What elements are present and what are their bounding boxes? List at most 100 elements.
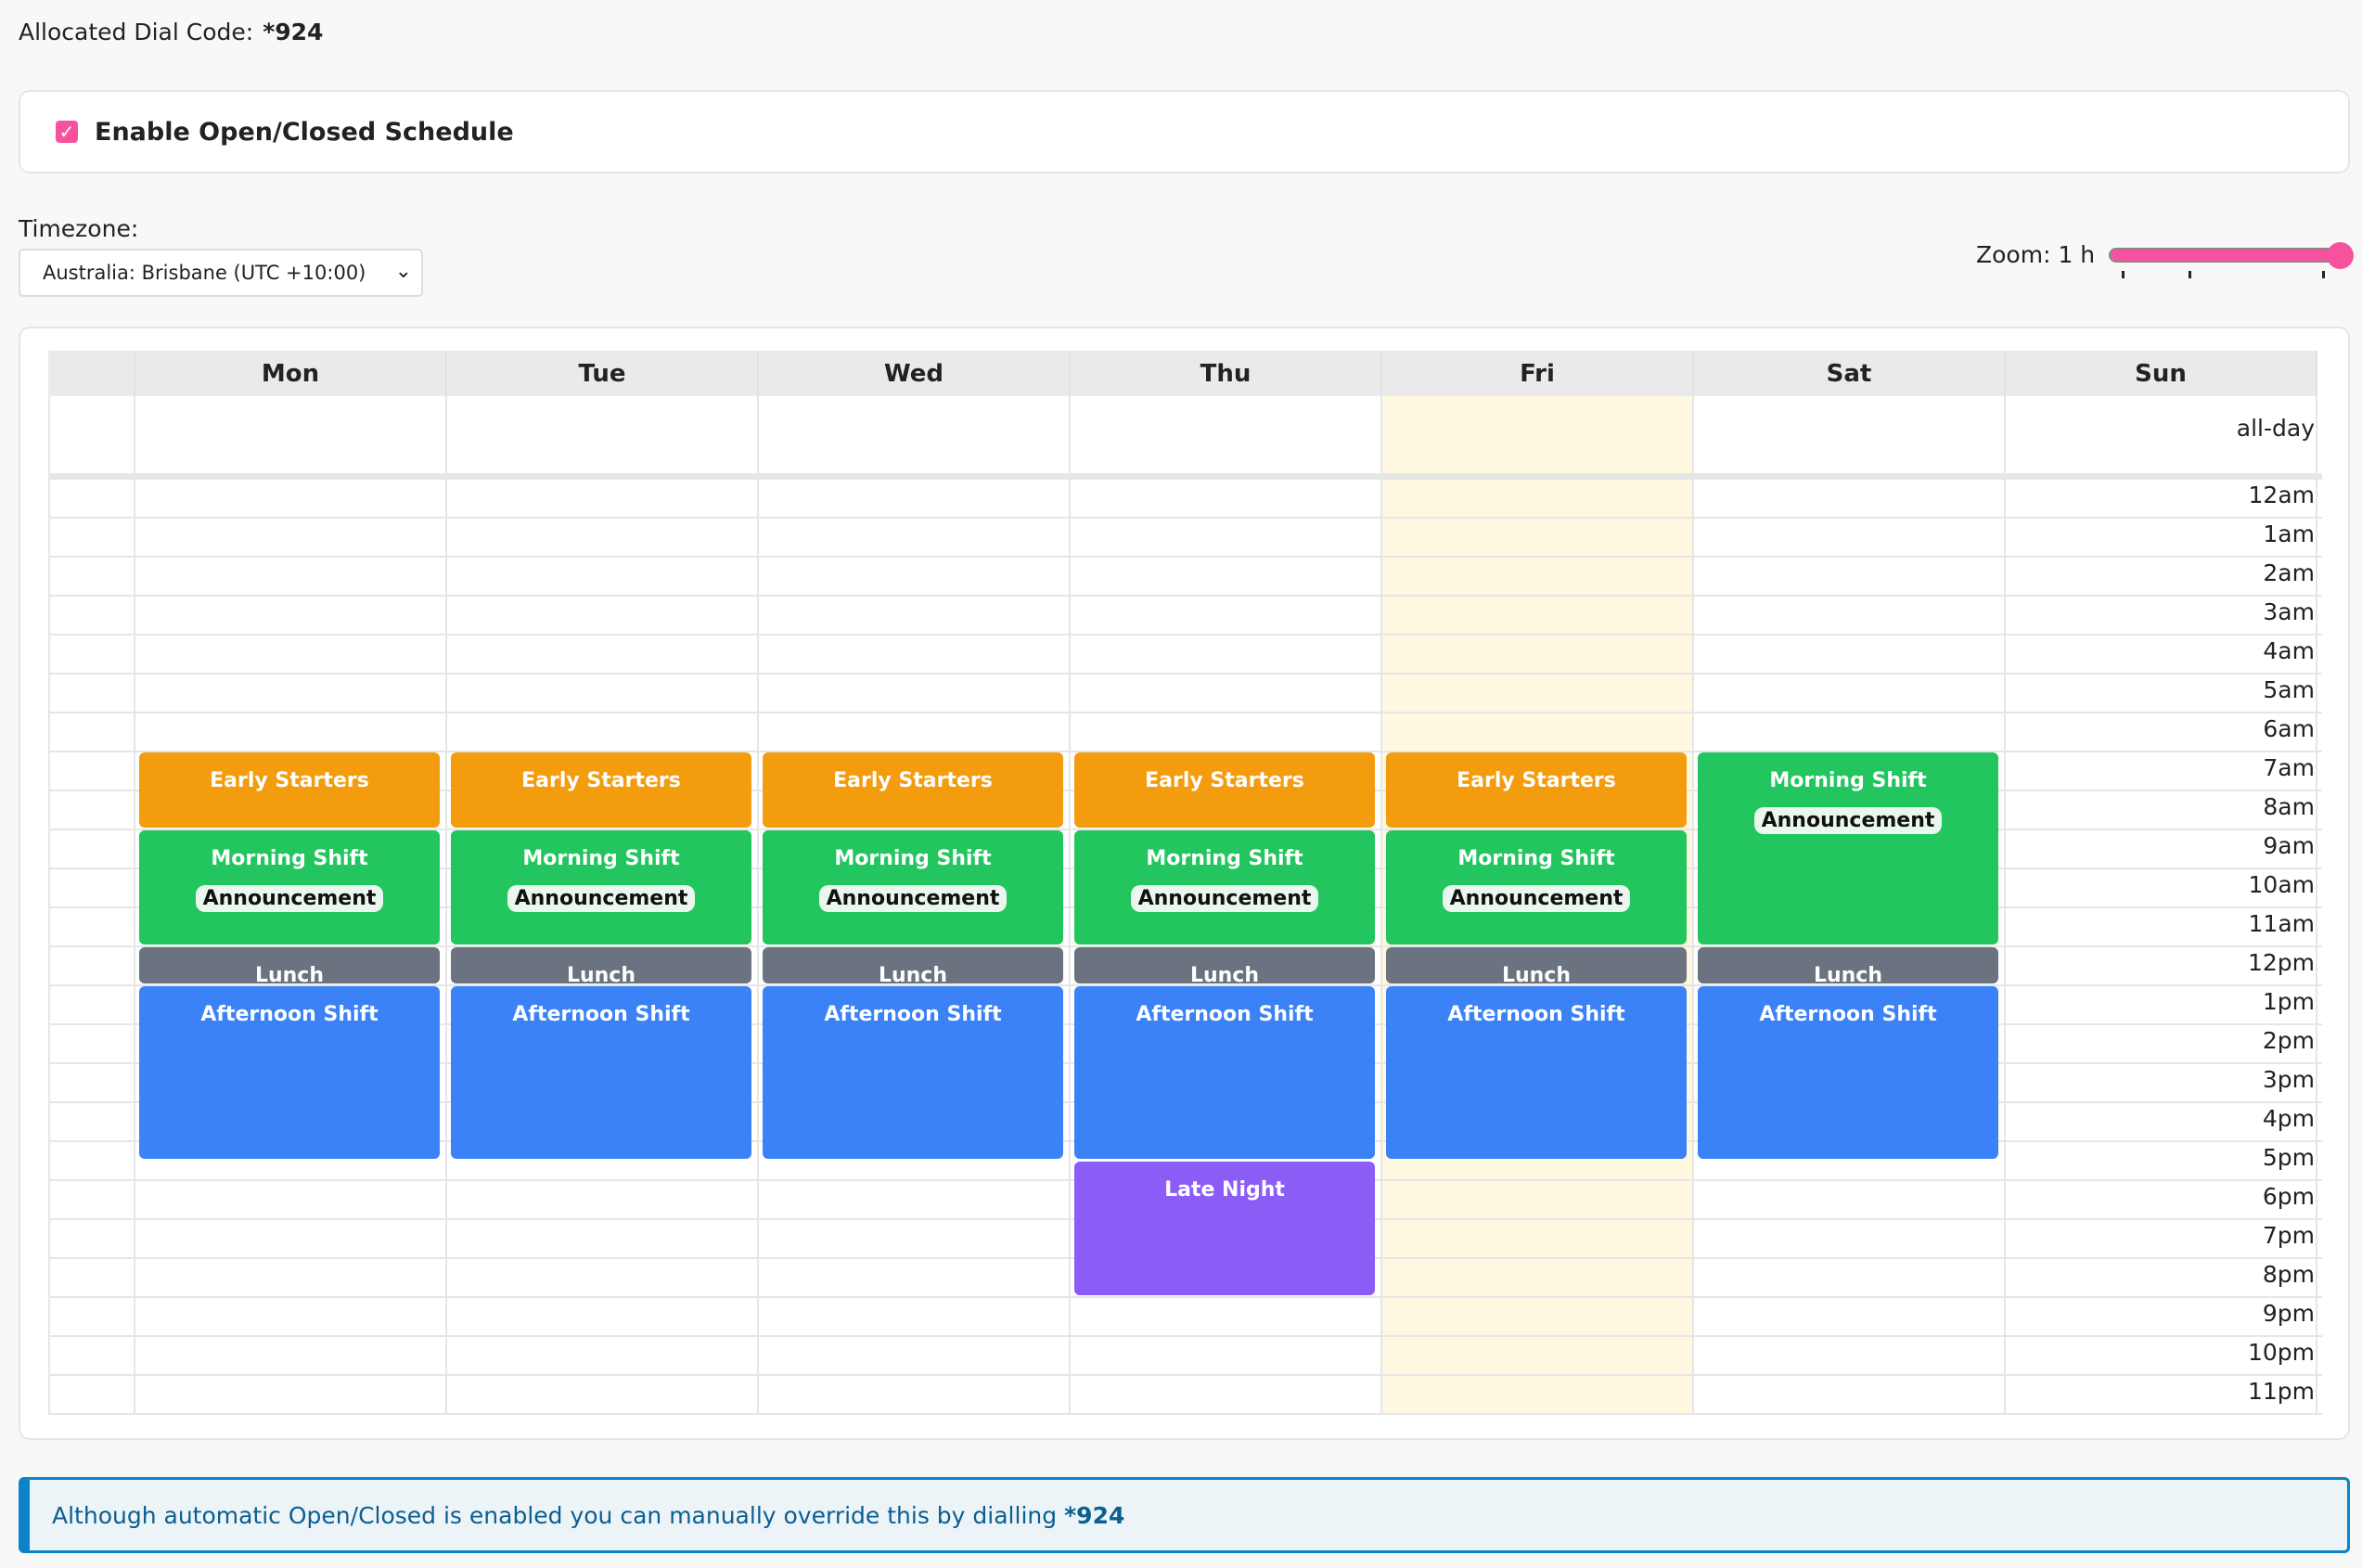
event-title: Lunch	[1813, 964, 1883, 983]
event-title: Morning Shift	[834, 847, 992, 870]
event-lunch[interactable]: Lunch	[1698, 947, 1998, 983]
hour-line	[48, 984, 2322, 986]
event-lunch[interactable]: Lunch	[1074, 947, 1375, 983]
hour-label: 6am	[2263, 715, 2315, 742]
event-morning[interactable]: Morning Shift Announcement	[451, 830, 751, 945]
event-title: Morning Shift	[1769, 769, 1927, 792]
event-lunch[interactable]: Lunch	[1386, 947, 1687, 983]
hour-label: 10am	[2248, 871, 2315, 898]
day-header-sun: Sun	[2006, 351, 2317, 396]
week-calendar: Mon Tue Wed Thu Fri Sat Sun all-day 12am 1am 2am 3a…	[48, 351, 2322, 1415]
enable-schedule-checkbox[interactable]: ✓	[56, 121, 78, 143]
hour-label: 5am	[2263, 676, 2315, 703]
override-info-banner: Although automatic Open/Closed is enable…	[19, 1477, 2350, 1553]
event-title: Morning Shift	[1457, 847, 1615, 870]
slider-tick	[2122, 271, 2125, 278]
allday-divider	[48, 473, 2322, 478]
zoom-slider-thumb[interactable]	[2327, 242, 2354, 269]
event-morning[interactable]: Morning Shift Announcement	[1074, 830, 1375, 945]
hour-line	[48, 829, 2322, 830]
enable-schedule-label[interactable]: Enable Open/Closed Schedule	[95, 117, 514, 147]
day-column-sun[interactable]	[2006, 396, 2317, 1413]
event-afternoon[interactable]: Afternoon Shift	[139, 986, 440, 1159]
enable-schedule-card: ✓ Enable Open/Closed Schedule	[19, 90, 2350, 174]
hour-label: 11pm	[2247, 1378, 2315, 1405]
event-early[interactable]: Early Starters	[139, 752, 440, 828]
hour-label: 4am	[2263, 637, 2315, 664]
dial-code-label: Allocated Dial Code:	[19, 19, 254, 45]
day-header-wed: Wed	[759, 351, 1071, 396]
day-header-label: Sun	[2135, 359, 2187, 388]
day-header-label: Wed	[884, 359, 944, 388]
hour-line	[48, 1335, 2322, 1337]
event-early[interactable]: Early Starters	[1074, 752, 1375, 828]
event-title: Early Starters	[1457, 769, 1616, 792]
event-title: Morning Shift	[211, 847, 368, 870]
event-title: Lunch	[878, 964, 948, 983]
hour-label: 2pm	[2262, 1027, 2315, 1054]
hour-line	[48, 945, 2322, 947]
announcement-badge: Announcement	[1442, 885, 1631, 912]
event-afternoon[interactable]: Afternoon Shift	[1698, 986, 1998, 1159]
hour-label: 12am	[2248, 482, 2315, 508]
event-morning[interactable]: Morning Shift Announcement	[763, 830, 1063, 945]
timezone-select[interactable]: Australia: Brisbane (UTC +10:00) ⌄	[19, 249, 423, 297]
announcement-badge: Announcement	[818, 885, 1008, 912]
day-column-sat[interactable]	[1694, 396, 2006, 1413]
event-early[interactable]: Early Starters	[763, 752, 1063, 828]
allday-label: all-day	[2236, 415, 2315, 442]
hour-label: 7pm	[2262, 1222, 2315, 1249]
event-title: Afternoon Shift	[824, 1003, 1002, 1026]
hour-line	[48, 673, 2322, 675]
zoom-slider[interactable]	[2109, 242, 2354, 278]
hour-label: 1pm	[2262, 988, 2315, 1015]
event-lunch[interactable]: Lunch	[763, 947, 1063, 983]
hour-label: 12pm	[2247, 949, 2315, 976]
event-early[interactable]: Early Starters	[451, 752, 751, 828]
event-title: Afternoon Shift	[200, 1003, 379, 1026]
event-lunch[interactable]: Lunch	[139, 947, 440, 983]
day-header-label: Thu	[1200, 359, 1252, 388]
event-lunch[interactable]: Lunch	[451, 947, 751, 983]
hour-line	[48, 712, 2322, 713]
time-axis-column	[48, 396, 135, 1413]
hour-label: 8pm	[2262, 1261, 2315, 1288]
day-column-wed[interactable]	[759, 396, 1071, 1413]
hour-label: 2am	[2263, 559, 2315, 586]
event-afternoon[interactable]: Afternoon Shift	[1386, 986, 1687, 1159]
day-header-label: Tue	[578, 359, 626, 388]
event-title: Early Starters	[1145, 769, 1304, 792]
banner-code: *924	[1064, 1501, 1125, 1529]
event-title: Afternoon Shift	[512, 1003, 690, 1026]
day-header-fri: Fri	[1382, 351, 1694, 396]
event-afternoon[interactable]: Afternoon Shift	[1074, 986, 1375, 1159]
dial-code: Allocated Dial Code: *924	[19, 19, 323, 45]
day-column-mon[interactable]	[135, 396, 447, 1413]
event-afternoon[interactable]: Afternoon Shift	[763, 986, 1063, 1159]
day-column-thu[interactable]	[1071, 396, 1382, 1413]
dial-code-value: *924	[263, 19, 324, 45]
event-title: Afternoon Shift	[1447, 1003, 1625, 1026]
event-title: Lunch	[1189, 964, 1260, 983]
day-header-mon: Mon	[135, 351, 447, 396]
event-early[interactable]: Early Starters	[1386, 752, 1687, 828]
event-afternoon[interactable]: Afternoon Shift	[451, 986, 751, 1159]
banner-text: Although automatic Open/Closed is enable…	[52, 1501, 1058, 1529]
hour-label: 5pm	[2262, 1144, 2315, 1171]
announcement-badge: Announcement	[1753, 807, 1943, 834]
hour-line	[48, 1296, 2322, 1298]
zoom-label: Zoom: 1 h	[1976, 241, 2096, 268]
day-header-tue: Tue	[447, 351, 759, 396]
day-header-label: Fri	[1520, 359, 1555, 388]
slider-tick	[2189, 271, 2191, 278]
header-corner	[48, 351, 135, 396]
event-morning[interactable]: Morning Shift Announcement	[1386, 830, 1687, 945]
event-morning[interactable]: Morning Shift Announcement	[139, 830, 440, 945]
hour-label: 1am	[2263, 521, 2315, 547]
day-column-tue[interactable]	[447, 396, 759, 1413]
event-title: Morning Shift	[522, 847, 680, 870]
hour-line	[48, 517, 2322, 519]
hour-line	[48, 751, 2322, 752]
event-late[interactable]: Late Night	[1074, 1162, 1375, 1295]
event-morning[interactable]: Morning Shift Announcement	[1698, 752, 1998, 945]
